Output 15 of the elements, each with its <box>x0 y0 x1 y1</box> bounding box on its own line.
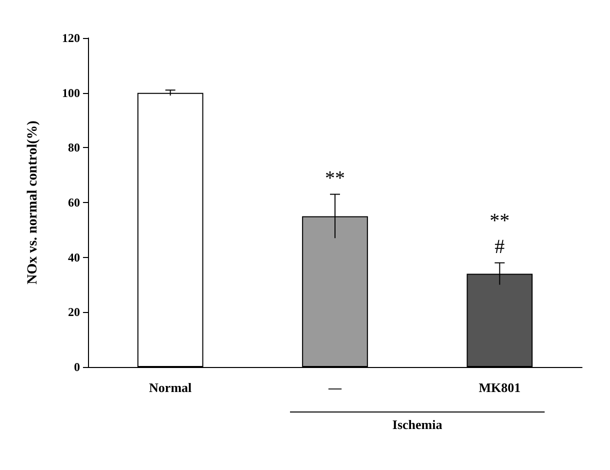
y-tick-label: 120 <box>62 31 80 45</box>
text: Ischemia <box>392 417 443 432</box>
x-tick-label: MK801 <box>478 380 521 395</box>
y-tick-label: 40 <box>68 250 80 264</box>
y-tick-label: 60 <box>68 196 80 210</box>
x-tick-label: — <box>328 380 342 395</box>
annotation: ** <box>325 167 345 190</box>
y-tick-label: 100 <box>62 86 80 100</box>
y-axis-title: NOx vs. normal control(%) <box>26 120 40 284</box>
annotation: # <box>494 236 505 258</box>
x-tick-label: Normal <box>149 380 192 395</box>
annotation: ** <box>490 210 510 232</box>
y-tick-label: 0 <box>74 360 80 374</box>
y-tick-label: 80 <box>68 140 80 155</box>
y-tick-label: 20 <box>68 305 80 320</box>
